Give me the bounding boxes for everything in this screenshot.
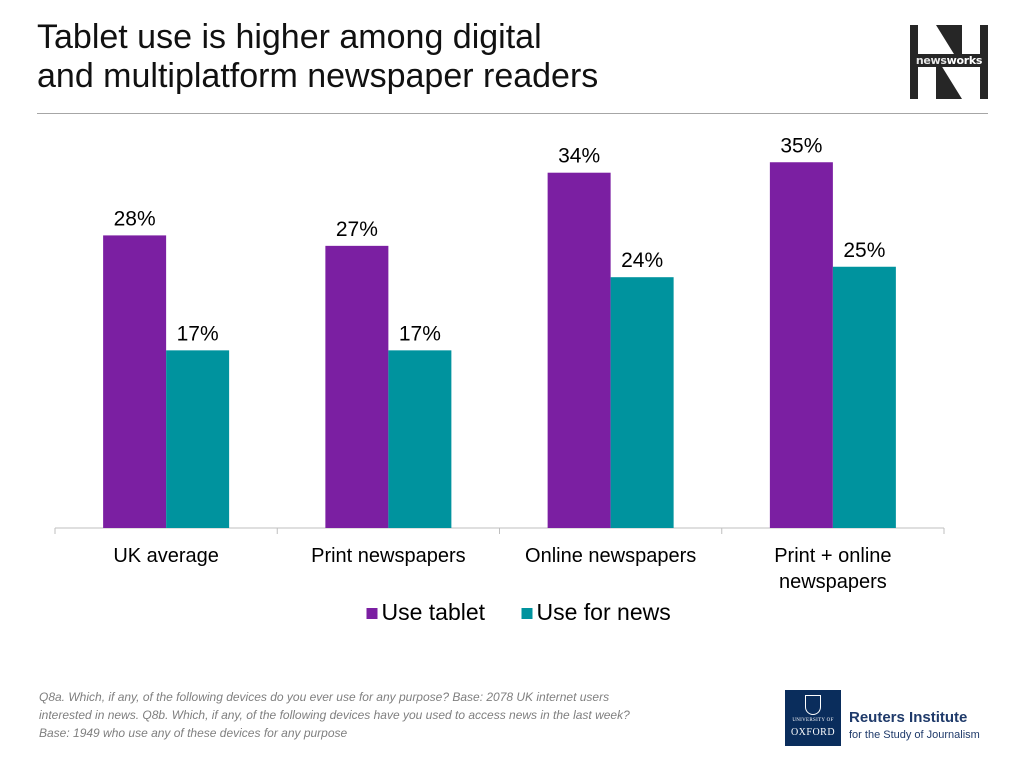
newsworks-wordmark: newsworks (912, 54, 986, 67)
newsworks-logo: newsworks (910, 25, 988, 99)
footnote-line-1: Q8a. Which, if any, of the following dev… (39, 690, 610, 704)
oxford-logo: UNIVERSITY OF OXFORD (785, 690, 841, 746)
bar-chart: 28% 17% UK average 27% 17% Print newspapers 34… (54, 134, 945, 625)
data-label: 35% (780, 134, 822, 157)
page-title: Tablet use is higher among digital and m… (37, 18, 837, 96)
x-tick-label: Print + online (774, 545, 891, 567)
logo-prefix: news (915, 54, 947, 67)
title-divider (37, 113, 988, 114)
footnote-line-2: interested in news. Q8b. Which, if any, … (39, 708, 630, 722)
oxford-name-label: OXFORD (790, 727, 836, 738)
x-tick-label: newspapers (779, 571, 887, 593)
logo-suffix: works (946, 54, 983, 67)
data-label: 17% (399, 322, 441, 345)
x-tick-label: Online newspapers (525, 545, 696, 567)
bar-use-tablet (325, 245, 389, 528)
bar-use-for-news (166, 350, 230, 528)
footnote-line-3: Base: 1949 who use any of these devices … (39, 726, 348, 740)
x-tick-label: Print newspapers (311, 545, 466, 567)
bar-use-for-news (610, 277, 674, 528)
bar-use-for-news (832, 266, 896, 528)
x-tick-label: UK average (113, 545, 219, 567)
bar-use-tablet (103, 235, 167, 528)
data-label: 25% (843, 239, 885, 262)
footnote: Q8a. Which, if any, of the following dev… (39, 688, 759, 742)
oxford-university-label: UNIVERSITY OF (792, 718, 834, 723)
legend-swatch (366, 608, 378, 619)
data-label: 27% (336, 218, 378, 241)
oxford-crest-icon (805, 695, 821, 715)
legend-label: Use tablet (382, 599, 486, 625)
title-line-1: Tablet use is higher among digital (37, 18, 542, 56)
legend-swatch (521, 608, 533, 619)
title-line-2: and multiplatform newspaper readers (37, 57, 599, 95)
institute-subtitle: for the Study of Journalism (849, 729, 980, 741)
data-label: 28% (114, 207, 156, 230)
data-label: 17% (177, 322, 219, 345)
data-label: 34% (558, 145, 600, 168)
institute-name: Reuters Institute (849, 709, 968, 726)
bar-use-tablet (547, 172, 611, 528)
legend-label: Use for news (537, 599, 671, 625)
bar-use-for-news (388, 350, 452, 528)
data-label: 24% (621, 249, 663, 272)
bar-use-tablet (769, 162, 833, 528)
